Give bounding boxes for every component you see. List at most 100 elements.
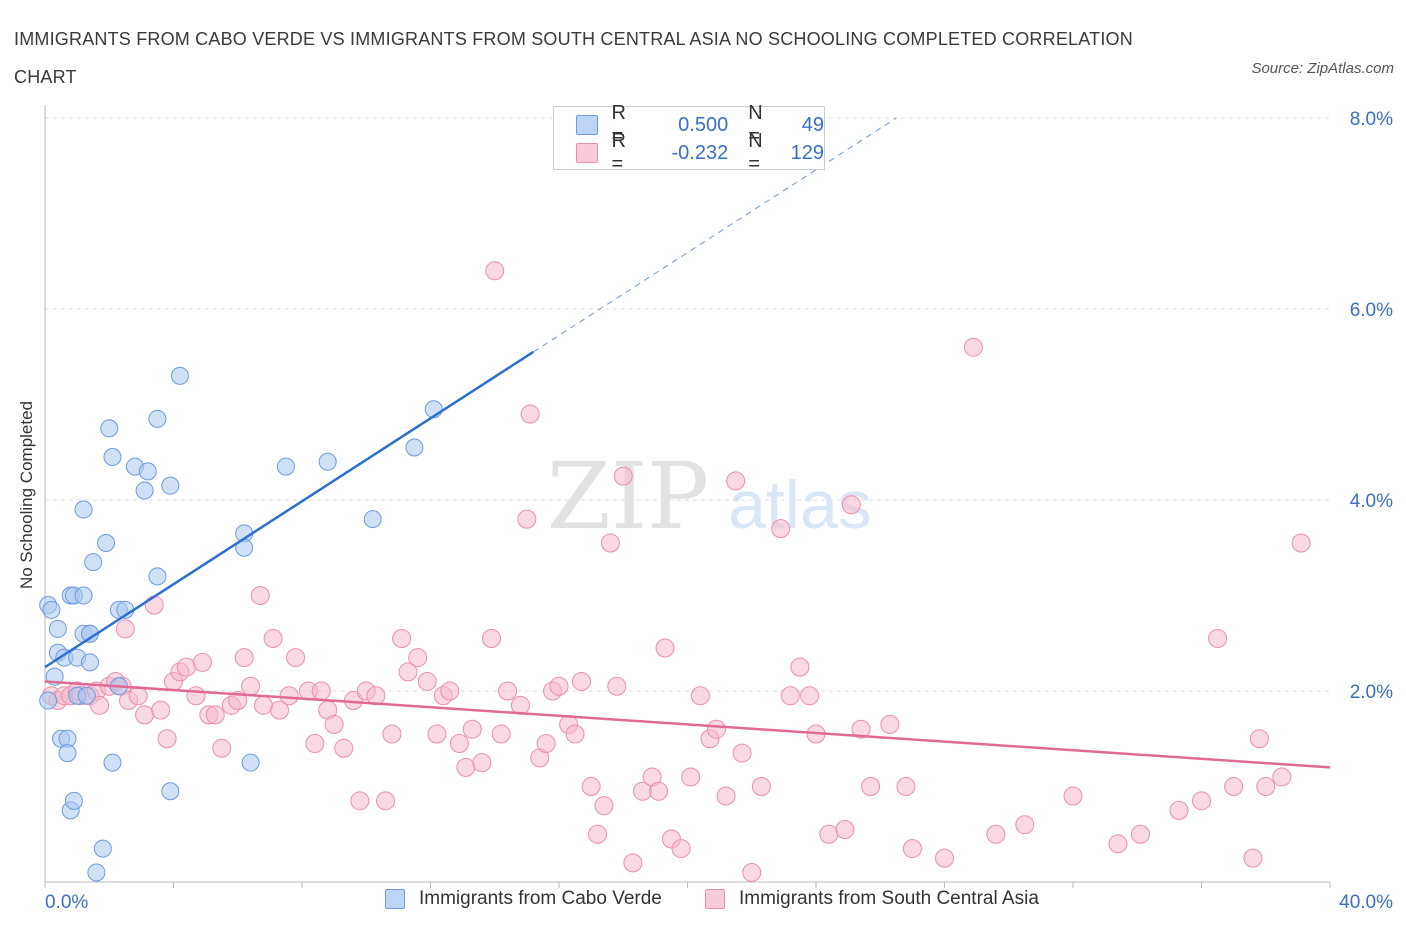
correlation-legend: R = 0.500 N = 49 R = -0.232 N = 129	[553, 102, 825, 175]
data-point-pink	[1169, 800, 1189, 820]
data-point-pink	[376, 791, 396, 811]
data-point-pink	[128, 686, 148, 706]
data-point-pink	[790, 657, 810, 677]
data-point-pink	[780, 686, 800, 706]
data-point-pink	[279, 686, 299, 706]
data-point-pink	[880, 714, 900, 734]
data-point-pink	[144, 595, 164, 615]
data-point-pink	[456, 757, 476, 777]
data-point-pink	[1108, 834, 1128, 854]
data-point-pink	[498, 681, 518, 701]
data-point-blue	[39, 691, 58, 710]
data-point-pink	[311, 681, 331, 701]
legend-r-value: 0.500	[678, 113, 729, 136]
data-point-pink	[192, 652, 212, 672]
pink-swatch	[576, 143, 598, 163]
data-point-blue	[103, 448, 122, 467]
data-point-pink	[176, 657, 196, 677]
legend-r-label: R =	[611, 102, 626, 147]
legend-row-pink: R = -0.232 N = 129	[576, 130, 824, 175]
data-point-blue	[148, 409, 167, 428]
data-point-pink	[861, 777, 881, 796]
data-point-pink	[594, 796, 614, 816]
data-point-pink	[771, 519, 791, 539]
data-point-pink	[186, 686, 206, 706]
data-point-pink	[440, 681, 460, 701]
bottom-legend-blue-label: Immigrants from Cabo Verde	[419, 888, 662, 909]
data-point-blue	[148, 567, 167, 586]
data-point-pink	[491, 724, 511, 744]
data-point-pink	[800, 686, 820, 706]
data-point-pink	[408, 648, 428, 668]
data-point-blue	[170, 366, 189, 385]
data-point-blue	[100, 419, 119, 438]
data-point-pink	[896, 777, 916, 796]
data-point-blue	[64, 791, 83, 810]
data-point-pink	[607, 676, 627, 696]
y-axis-label: No Schooling Completed	[17, 400, 36, 590]
chart-title: IMMIGRANTS FROM CABO VERDE VS IMMIGRANTS…	[14, 29, 1133, 87]
data-point-blue	[103, 753, 122, 772]
data-point-blue	[58, 744, 77, 763]
data-point-pink	[212, 738, 232, 758]
data-point-pink	[935, 848, 954, 868]
source-label: Source: ZipAtlas.com	[1251, 60, 1394, 77]
data-point-blue	[42, 600, 61, 619]
data-point-pink	[1130, 824, 1150, 844]
y-tick-label: 8.0%	[1350, 109, 1393, 130]
data-point-blue	[318, 452, 337, 471]
data-point-blue	[84, 553, 103, 572]
data-point-blue	[74, 500, 93, 519]
data-point-blue	[161, 782, 180, 801]
data-point-pink	[986, 824, 1006, 844]
data-point-pink	[671, 839, 691, 859]
data-point-pink	[835, 819, 855, 839]
y-tick-label: 4.0%	[1350, 491, 1393, 512]
data-point-pink	[472, 753, 492, 773]
data-point-blue	[241, 753, 260, 772]
data-point-blue	[74, 586, 93, 605]
blue-swatch	[576, 115, 598, 135]
data-point-pink	[1291, 533, 1311, 553]
data-point-pink	[485, 261, 505, 281]
data-point-pink	[135, 705, 155, 725]
legend-n-value: 129	[790, 141, 824, 164]
data-point-pink	[1208, 628, 1228, 648]
data-point-pink	[690, 686, 710, 706]
data-point-pink	[462, 719, 482, 739]
data-point-pink	[1224, 777, 1244, 796]
y-tick-label: 6.0%	[1350, 300, 1393, 321]
data-point-pink	[1243, 848, 1263, 868]
legend-r-value: -0.232	[671, 141, 729, 164]
data-point-pink	[742, 862, 762, 882]
data-point-pink	[726, 471, 746, 491]
data-point-pink	[517, 509, 537, 529]
data-point-pink	[1192, 791, 1211, 811]
data-point-pink	[1249, 729, 1269, 749]
legend-n-label: N =	[748, 130, 763, 175]
blue-swatch	[385, 889, 405, 909]
data-point-pink	[549, 676, 569, 696]
data-point-pink	[1015, 815, 1035, 835]
data-point-pink	[253, 695, 273, 715]
data-point-blue	[48, 619, 67, 638]
data-point-blue	[80, 653, 99, 672]
data-point-pink	[565, 724, 585, 744]
data-point-pink	[851, 719, 871, 739]
data-point-pink	[571, 671, 591, 691]
blue-trend-extension	[533, 117, 897, 353]
data-point-pink	[382, 724, 402, 744]
data-point-pink	[250, 586, 270, 605]
data-point-pink	[902, 839, 922, 859]
data-point-pink	[241, 676, 261, 696]
pink-series-points	[41, 261, 1311, 882]
data-point-pink	[588, 824, 608, 844]
y-tick-label: 2.0%	[1350, 682, 1393, 703]
data-point-pink	[963, 337, 983, 357]
data-point-pink	[706, 719, 726, 739]
data-point-blue	[405, 438, 424, 457]
pink-trend-line	[44, 680, 1331, 769]
data-point-pink	[334, 738, 354, 758]
data-point-blue	[97, 533, 116, 552]
